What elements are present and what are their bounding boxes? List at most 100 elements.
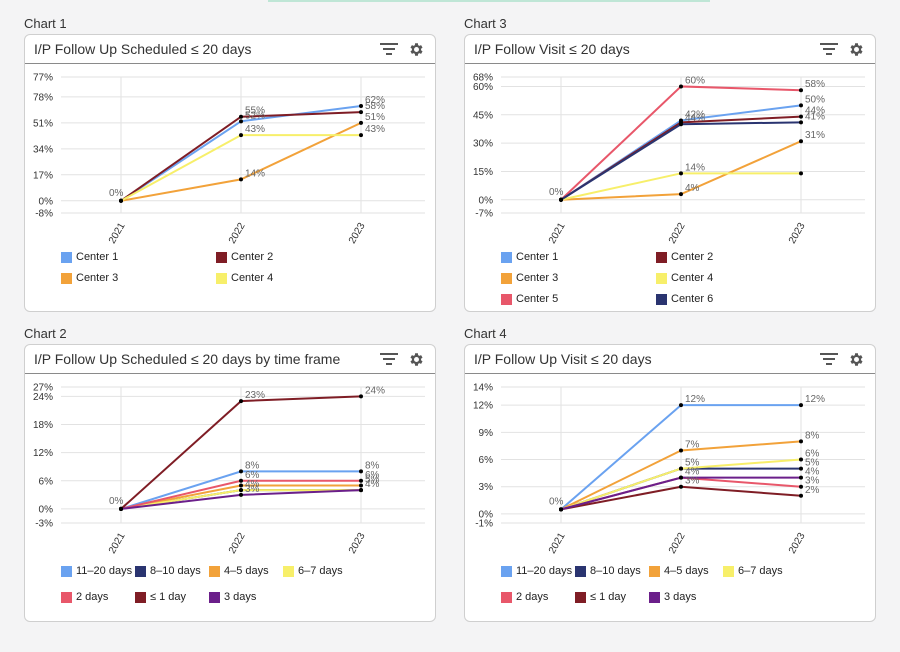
legend-label: Center 4: [671, 272, 714, 284]
x-tick-label: 2021: [107, 221, 128, 245]
legend-swatch: [216, 272, 227, 284]
data-point: [359, 104, 363, 109]
panel-heading-chart-1: Chart 1: [24, 16, 67, 31]
gear-icon[interactable]: [407, 350, 425, 368]
gear-icon[interactable]: [847, 350, 865, 368]
legend-swatch: [656, 272, 667, 284]
gear-icon[interactable]: [407, 40, 425, 58]
gear-icon[interactable]: [847, 40, 865, 58]
legend-item[interactable]: Center 5: [501, 293, 558, 305]
legend-item[interactable]: Center 6: [656, 293, 713, 305]
legend-label: 3 days: [664, 591, 697, 603]
x-tick-label: 2021: [547, 221, 568, 245]
data-label: 4%: [245, 479, 260, 490]
y-tick-label: -7%: [475, 209, 493, 220]
data-label: 5%: [365, 474, 380, 485]
x-tick-label: 2023: [787, 221, 808, 245]
data-point: [679, 448, 683, 453]
legend-label: 4–5 days: [664, 565, 709, 577]
panel-heading-chart-3: Chart 3: [464, 16, 507, 31]
data-label: 0%: [549, 496, 564, 507]
y-tick-label: 0%: [39, 196, 54, 207]
legend-item[interactable]: Center 2: [656, 251, 713, 263]
data-point: [799, 120, 803, 125]
x-tick-label: 2021: [107, 531, 128, 555]
data-label: 7%: [685, 439, 700, 450]
data-point: [799, 88, 803, 93]
y-tick-label: 60%: [473, 82, 493, 93]
legend-swatch: [575, 591, 586, 603]
card-header: I/P Follow Up Scheduled ≤ 20 days by tim…: [25, 345, 435, 374]
legend-swatch: [656, 293, 667, 305]
legend-item[interactable]: 11–20 days: [501, 565, 572, 577]
data-label: 23%: [245, 390, 265, 401]
filter-icon[interactable]: [820, 40, 838, 58]
data-point: [679, 84, 683, 89]
data-point: [799, 439, 803, 444]
data-label: 58%: [365, 101, 385, 112]
legend-item[interactable]: Center 4: [656, 272, 713, 284]
data-label: 62%: [365, 95, 385, 106]
data-point: [359, 110, 363, 115]
legend-item[interactable]: 3 days: [649, 591, 696, 603]
filter-icon[interactable]: [380, 40, 398, 58]
legend-item[interactable]: Center 3: [501, 272, 558, 284]
card-title: I/P Follow Visit ≤ 20 days: [474, 41, 630, 57]
legend-item[interactable]: 6–7 days: [723, 565, 783, 577]
legend-label: ≤ 1 day: [150, 591, 187, 603]
legend-item[interactable]: 8–10 days: [575, 565, 641, 577]
legend-item[interactable]: ≤ 1 day: [575, 591, 626, 603]
filter-icon[interactable]: [820, 350, 838, 368]
data-label: 4%: [365, 479, 380, 490]
data-label: 41%: [805, 111, 825, 122]
data-point: [679, 403, 683, 408]
legend-item[interactable]: 2 days: [501, 591, 548, 603]
legend-label: Center 2: [671, 251, 714, 263]
data-point: [359, 394, 363, 399]
y-tick-label: 77%: [33, 73, 53, 84]
top-accent-bar: [268, 0, 710, 2]
legend-item[interactable]: 4–5 days: [209, 565, 269, 577]
y-tick-label: 45%: [473, 110, 493, 121]
legend-swatch: [649, 565, 660, 577]
legend-item[interactable]: 6–7 days: [283, 565, 343, 577]
y-tick-label: 15%: [473, 167, 493, 178]
data-label: 24%: [365, 385, 385, 396]
legend-swatch: [501, 293, 512, 305]
legend-swatch: [501, 565, 512, 577]
legend-item[interactable]: Center 1: [61, 251, 118, 263]
legend-swatch: [501, 272, 512, 284]
data-point: [239, 492, 243, 497]
legend-label: 2 days: [516, 591, 549, 603]
legend-item[interactable]: 11–20 days: [61, 565, 132, 577]
legend-swatch: [135, 565, 146, 577]
legend-item[interactable]: Center 2: [216, 251, 273, 263]
legend-item[interactable]: Center 4: [216, 272, 273, 284]
legend-item[interactable]: Center 3: [61, 272, 118, 284]
data-label: 12%: [685, 394, 705, 405]
x-tick-label: 2022: [227, 531, 248, 555]
legend-item[interactable]: 8–10 days: [135, 565, 201, 577]
x-tick-label: 2023: [347, 531, 368, 555]
filter-icon[interactable]: [380, 350, 398, 368]
legend-swatch: [209, 565, 220, 577]
legend-label: 8–10 days: [590, 565, 641, 577]
card-title: I/P Follow Up Scheduled ≤ 20 days: [34, 41, 252, 57]
legend-swatch: [216, 251, 227, 263]
legend-item[interactable]: 2 days: [61, 591, 108, 603]
legend-item[interactable]: ≤ 1 day: [135, 591, 186, 603]
legend-swatch: [61, 591, 72, 603]
data-point: [799, 484, 803, 489]
data-label: 43%: [245, 124, 265, 135]
legend-label: 11–20 days: [76, 565, 133, 577]
y-tick-label: 78%: [33, 92, 53, 103]
legend-swatch: [61, 251, 72, 263]
data-label: 0%: [109, 496, 124, 507]
legend-item[interactable]: 3 days: [209, 591, 256, 603]
data-point: [679, 171, 683, 176]
legend-swatch: [501, 591, 512, 603]
legend-item[interactable]: Center 1: [501, 251, 558, 263]
legend-item[interactable]: 4–5 days: [649, 565, 709, 577]
data-label: 8%: [365, 460, 380, 471]
